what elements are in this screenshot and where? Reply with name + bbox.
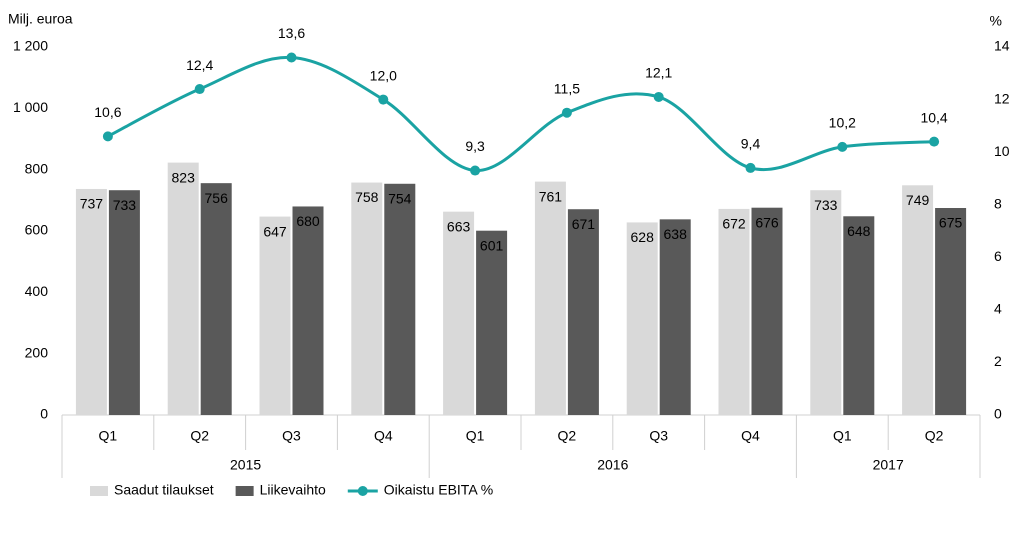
bar	[167, 162, 199, 415]
line-point	[745, 162, 756, 173]
line-point	[929, 136, 940, 147]
bar	[718, 208, 750, 415]
x-tick-label: Q4	[374, 428, 393, 444]
group-label: 2015	[230, 457, 261, 473]
bar-value-label: 601	[480, 237, 504, 253]
line-point	[102, 131, 113, 142]
y2-tick-label: 10	[994, 143, 1010, 159]
bar-value-label: 628	[631, 229, 655, 245]
bar-value-label: 671	[572, 216, 596, 232]
bar-value-label: 733	[113, 197, 137, 213]
bar	[75, 188, 107, 415]
bar	[384, 183, 416, 415]
line-value-label: 13,6	[278, 25, 305, 41]
y2-tick-label: 6	[994, 248, 1002, 264]
legend-swatch	[235, 486, 254, 496]
legend-label: Oikaistu EBITA %	[384, 482, 493, 498]
x-tick-label: Q1	[833, 428, 852, 444]
y2-tick-label: 14	[994, 38, 1010, 54]
bar-value-label: 676	[755, 214, 779, 230]
y-tick-label: 800	[25, 160, 49, 176]
y-tick-label: 600	[25, 222, 49, 238]
bar	[259, 216, 291, 415]
bar-value-label: 647	[263, 223, 287, 239]
line-point	[194, 84, 205, 95]
line-value-label: 11,5	[554, 80, 580, 96]
line-value-label: 9,4	[741, 136, 761, 152]
bar	[351, 182, 383, 415]
y2-axis-title: %	[990, 13, 1002, 29]
line-value-label: 10,2	[829, 115, 856, 131]
y-tick-label: 1 000	[13, 99, 48, 115]
bar-value-label: 638	[664, 226, 688, 242]
line-value-label: 12,0	[370, 67, 397, 83]
x-tick-label: Q2	[558, 428, 577, 444]
bar	[567, 209, 599, 415]
bar-value-label: 758	[355, 189, 379, 205]
x-tick-label: Q3	[649, 428, 668, 444]
bar	[810, 190, 842, 415]
x-tick-label: Q4	[741, 428, 760, 444]
bar-value-label: 680	[296, 213, 320, 229]
line-value-label: 10,6	[94, 104, 121, 120]
y-tick-label: 1 200	[13, 38, 48, 54]
bar	[292, 206, 324, 415]
bar	[659, 219, 691, 415]
y-tick-label: 200	[25, 344, 49, 360]
bar-value-label: 756	[205, 190, 229, 206]
x-tick-label: Q1	[466, 428, 485, 444]
legend-label: Liikevaihto	[260, 482, 326, 498]
line-point	[470, 165, 481, 176]
bar-value-label: 648	[847, 223, 871, 239]
x-tick-label: Q2	[190, 428, 209, 444]
bar	[476, 230, 508, 415]
bar-value-label: 737	[80, 196, 104, 212]
y2-tick-label: 2	[994, 353, 1002, 369]
bar-value-label: 663	[447, 218, 471, 234]
legend-label: Saadut tilaukset	[114, 482, 214, 498]
bar-value-label: 823	[172, 169, 196, 185]
bar	[751, 207, 783, 415]
bar-value-label: 675	[939, 215, 963, 231]
bar	[200, 183, 232, 415]
y2-tick-label: 4	[994, 301, 1002, 317]
bar-value-label: 761	[539, 188, 563, 204]
x-tick-label: Q1	[99, 428, 118, 444]
line-value-label: 12,4	[186, 57, 213, 73]
line-point	[561, 107, 572, 118]
line-point	[286, 52, 297, 63]
line	[107, 56, 935, 173]
y-axis-title: Milj. euroa	[8, 11, 73, 27]
x-tick-label: Q2	[925, 428, 944, 444]
x-tick-label: Q3	[282, 428, 301, 444]
bar	[935, 208, 967, 415]
bar-value-label: 749	[906, 192, 930, 208]
group-label: 2016	[597, 457, 628, 473]
bar	[443, 211, 475, 415]
y-tick-label: 0	[40, 406, 48, 422]
bar-value-label: 733	[814, 197, 838, 213]
legend-swatch	[90, 486, 108, 496]
y-tick-label: 400	[25, 283, 49, 299]
line-value-label: 12,1	[645, 65, 672, 81]
line-value-label: 10,4	[920, 109, 947, 125]
bar-value-label: 754	[388, 190, 412, 206]
line-point	[378, 94, 389, 105]
bar	[108, 190, 140, 415]
y2-tick-label: 8	[994, 195, 1002, 211]
bar	[843, 216, 875, 415]
line-point	[837, 141, 848, 152]
group-label: 2017	[873, 457, 904, 473]
y2-tick-label: 0	[994, 406, 1002, 422]
line-point	[653, 91, 664, 102]
y2-tick-label: 12	[994, 90, 1010, 106]
legend-swatch	[357, 486, 368, 496]
line-value-label: 9,3	[465, 138, 485, 154]
bar	[902, 185, 934, 415]
bar-value-label: 672	[722, 216, 746, 232]
bar	[534, 181, 566, 415]
bar	[626, 222, 658, 415]
